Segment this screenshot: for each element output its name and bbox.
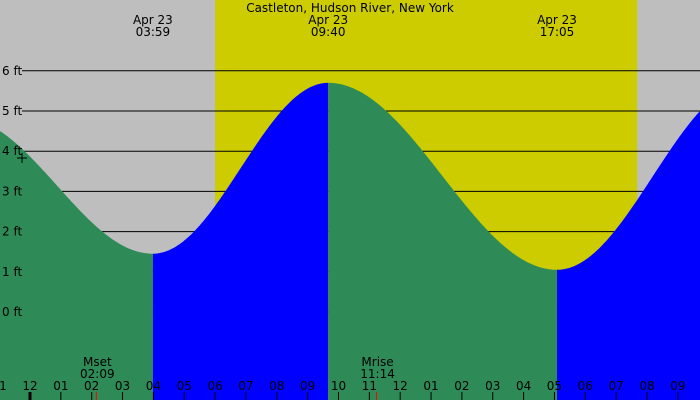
extreme-date-label: Apr 23 xyxy=(537,13,577,27)
x-tick-label: 01 xyxy=(53,379,68,393)
x-tick-label: 06 xyxy=(207,379,222,393)
x-tick-label: 04 xyxy=(516,379,531,393)
x-tick-label: 06 xyxy=(578,379,593,393)
moon-event-label: Mset xyxy=(83,355,112,369)
y-tick-label: 0 ft xyxy=(2,305,22,319)
x-tick-label: 12 xyxy=(22,379,37,393)
y-tick-label: 1 ft xyxy=(2,265,22,279)
crosshair-marker xyxy=(17,153,27,163)
y-tick-label: 2 ft xyxy=(2,225,22,239)
rising-tide-area xyxy=(152,82,329,400)
x-tick-label: 08 xyxy=(269,379,284,393)
x-tick-label: 05 xyxy=(177,379,192,393)
extreme-date-label: Apr 23 xyxy=(133,13,173,27)
x-tick-label: 09 xyxy=(300,379,315,393)
x-tick-label: 04 xyxy=(146,379,161,393)
x-tick-label: 05 xyxy=(547,379,562,393)
moon-event-time: 11:14 xyxy=(360,367,395,381)
x-tick-label: 02 xyxy=(84,379,99,393)
x-tick-label: 01 xyxy=(423,379,438,393)
moon-event-label: Mrise xyxy=(361,355,393,369)
falling-tide-area xyxy=(328,82,558,400)
chart-title: Castleton, Hudson River, New York xyxy=(246,1,454,15)
y-tick-label: 3 ft xyxy=(2,184,22,198)
x-tick-label: 09 xyxy=(670,379,685,393)
extreme-time-label: 03:59 xyxy=(136,25,171,39)
extreme-time-label: 09:40 xyxy=(311,25,346,39)
y-tick-label: 4 ft xyxy=(2,144,22,158)
x-tick-label: 07 xyxy=(609,379,624,393)
x-tick-label: 12 xyxy=(393,379,408,393)
y-tick-label: 5 ft xyxy=(2,104,22,118)
x-tick-label: 08 xyxy=(639,379,654,393)
x-tick-label: 03 xyxy=(115,379,130,393)
x-tick-label: 03 xyxy=(485,379,500,393)
x-tick-label: 11 xyxy=(0,379,7,393)
rising-tide-area xyxy=(557,111,700,400)
moon-event-time: 02:09 xyxy=(80,367,115,381)
falling-tide-area xyxy=(0,131,153,400)
extreme-date-label: Apr 23 xyxy=(308,13,348,27)
x-tick-label: 10 xyxy=(331,379,346,393)
y-tick-label: 6 ft xyxy=(2,64,22,78)
x-tick-label: 02 xyxy=(454,379,469,393)
extreme-time-label: 17:05 xyxy=(540,25,575,39)
x-tick-label: 11 xyxy=(362,379,377,393)
x-tick-label: 07 xyxy=(238,379,253,393)
